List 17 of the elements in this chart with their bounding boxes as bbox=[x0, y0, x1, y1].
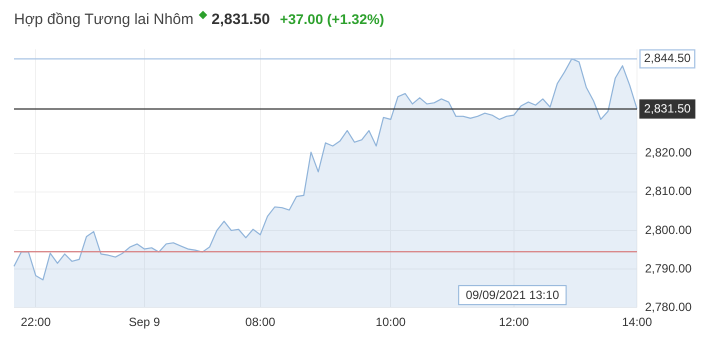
y-tick-label: 2,810.00 bbox=[645, 184, 692, 198]
x-tick-label: 14:00 bbox=[622, 315, 652, 330]
chart-title: Hợp đồng Tương lai Nhôm bbox=[14, 10, 194, 28]
y-tick-label: 2,820.00 bbox=[645, 146, 692, 160]
ref-line-label: 2,831.50 bbox=[644, 101, 692, 116]
text: +37.00 (+1.32%) bbox=[280, 11, 384, 27]
x-tick-label: 10:00 bbox=[376, 315, 406, 330]
y-tick-label: 2,790.00 bbox=[645, 261, 692, 276]
y-tick-label: 2,780.00 bbox=[645, 300, 692, 314]
x-tick-label: 08:00 bbox=[245, 315, 276, 330]
x-tick-label: Sep 9 bbox=[128, 315, 160, 330]
annotation: 09/09/2021 13:10 bbox=[466, 288, 560, 302]
y-tick-label: 2,800.00 bbox=[645, 222, 692, 237]
ref-line-label: 2,844.50 bbox=[644, 51, 692, 66]
x-tick-label: 22:00 bbox=[20, 315, 52, 330]
text: 2,831.50 bbox=[212, 10, 270, 28]
x-tick-label: 12:00 bbox=[498, 315, 530, 330]
